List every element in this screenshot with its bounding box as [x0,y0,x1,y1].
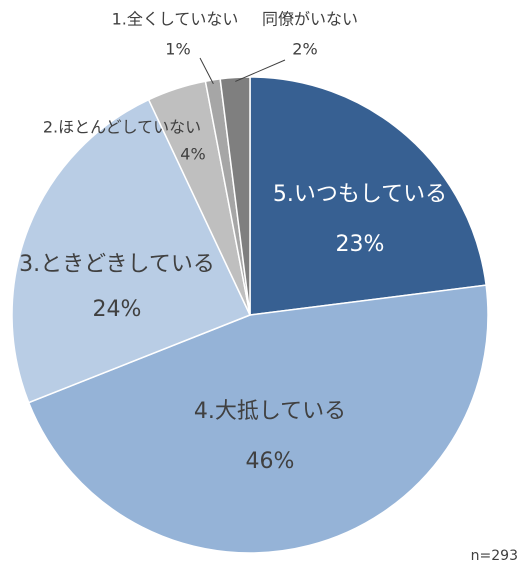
slice-label: 1.全くしていない [112,10,239,29]
value-label: 2% [292,40,317,59]
pie-slice [11,98,252,404]
leader-line [199,57,214,85]
slice-label: 3.ときどきしている [19,252,215,277]
pie-slice [249,76,487,316]
slice-label: 4.大抵している [194,399,346,424]
value-label: 23% [336,232,385,257]
value-label: 1% [165,40,190,59]
slice-label: 5.いつもしている [273,182,447,207]
value-label: 46% [246,449,295,474]
value-label: 24% [93,297,142,322]
leader-line [235,59,286,82]
pie-slice [219,76,251,316]
pie-slice [27,284,489,554]
slice-label: 2.ほとんどしていない [43,118,201,137]
value-label: 4% [180,145,205,164]
slice-label: 同僚がいない [262,10,358,29]
sample-size: n=293 [471,548,518,564]
